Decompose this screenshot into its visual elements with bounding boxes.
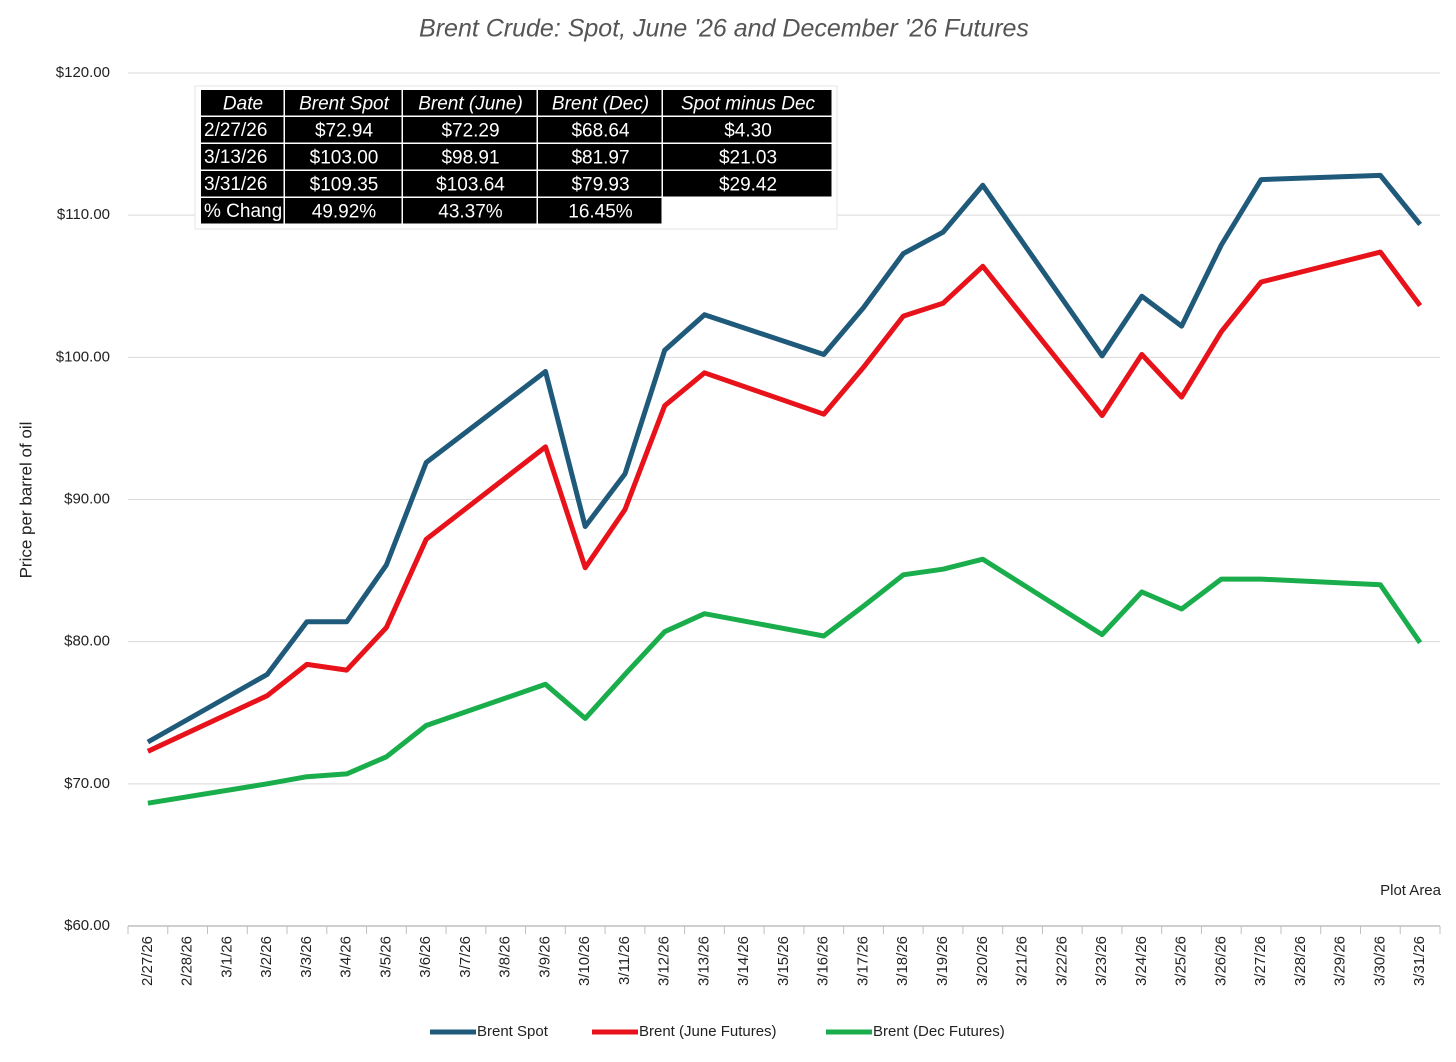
table-header-bg bbox=[403, 90, 537, 116]
x-tick-label: 3/24/26 bbox=[1133, 936, 1150, 986]
x-tick-label: 3/6/26 bbox=[417, 936, 434, 978]
table-header-bg bbox=[285, 90, 402, 116]
table-cell-bg bbox=[663, 117, 832, 143]
x-tick-label: 3/10/26 bbox=[576, 936, 593, 986]
table-cell-bg bbox=[403, 144, 537, 170]
table-cell: $103.00 bbox=[310, 148, 379, 169]
table-cell: $103.64 bbox=[436, 175, 505, 196]
table-cell: $79.93 bbox=[571, 175, 629, 196]
table-cell: 3/13/26 bbox=[204, 147, 267, 168]
x-tick-label: 3/28/26 bbox=[1292, 936, 1309, 986]
y-tick-label: $100.00 bbox=[56, 348, 110, 365]
table-cell: $98.91 bbox=[441, 148, 499, 169]
table-cell-bg bbox=[285, 198, 402, 224]
legend-label: Brent (June Futures) bbox=[639, 1023, 777, 1040]
x-tick-label: 3/5/26 bbox=[377, 936, 394, 978]
table-header-bg bbox=[538, 90, 662, 116]
x-tick-label: 3/19/26 bbox=[934, 936, 951, 986]
x-tick-label: 3/14/26 bbox=[735, 936, 752, 986]
x-tick-label: 3/26/26 bbox=[1212, 936, 1229, 986]
x-tick-label: 2/28/26 bbox=[179, 936, 196, 986]
x-tick-label: 3/11/26 bbox=[616, 936, 633, 985]
table-cell: 43.37% bbox=[438, 202, 503, 223]
series-line bbox=[147, 556, 1423, 806]
table-cell: $109.35 bbox=[310, 175, 379, 196]
x-tick-label: 3/17/26 bbox=[854, 936, 871, 986]
table-cell-bg bbox=[403, 198, 537, 224]
table-cell-bg bbox=[201, 117, 284, 143]
x-tick-label: 3/2/26 bbox=[258, 936, 275, 978]
x-tick-label: 3/16/26 bbox=[815, 936, 832, 986]
y-tick-label: $70.00 bbox=[64, 775, 110, 792]
table-cell-bg bbox=[663, 144, 832, 170]
table-header-bg bbox=[663, 90, 832, 116]
x-tick-label: 3/31/26 bbox=[1411, 936, 1428, 986]
y-tick-label: $90.00 bbox=[64, 490, 110, 507]
legend-label: Brent Spot bbox=[477, 1023, 549, 1040]
x-tick-label: 3/4/26 bbox=[338, 936, 355, 978]
table-cell-bg bbox=[201, 171, 284, 197]
x-tick-label: 3/8/26 bbox=[497, 936, 514, 978]
table-cell-bg bbox=[285, 117, 402, 143]
table-header-bg bbox=[201, 90, 284, 116]
table-cell: $81.97 bbox=[571, 148, 629, 169]
table-cell: $72.29 bbox=[441, 121, 499, 142]
table-cell-bg bbox=[403, 171, 537, 197]
series-line bbox=[146, 172, 1423, 745]
x-tick-label: 3/20/26 bbox=[974, 936, 991, 986]
x-tick-label: 3/22/26 bbox=[1053, 936, 1070, 986]
x-tick-label: 3/25/26 bbox=[1173, 936, 1190, 986]
table-header: Brent (Dec) bbox=[552, 94, 649, 115]
table-cell: 3/31/26 bbox=[204, 174, 267, 195]
x-tick-label: 3/21/26 bbox=[1014, 936, 1031, 986]
x-tick-label: 3/9/26 bbox=[536, 936, 553, 978]
table-cell-bg bbox=[538, 171, 662, 197]
table-cell: 2/27/26 bbox=[204, 120, 267, 141]
y-tick-label: $120.00 bbox=[56, 64, 110, 81]
table-cell-bg bbox=[663, 171, 832, 197]
table-cell: $72.94 bbox=[315, 121, 374, 142]
table-cell: $4.30 bbox=[724, 121, 772, 142]
x-tick-label: 3/23/26 bbox=[1093, 936, 1110, 986]
chart-title: Brent Crude: Spot, June '26 and December… bbox=[419, 15, 1029, 43]
table-cell-bg bbox=[538, 117, 662, 143]
y-tick-label: $60.00 bbox=[64, 917, 110, 934]
x-tick-label: 3/3/26 bbox=[298, 936, 315, 978]
x-tick-label: 3/18/26 bbox=[894, 936, 911, 986]
x-tick-label: 3/1/26 bbox=[218, 936, 235, 978]
table-cell-bg bbox=[285, 144, 402, 170]
x-tick-label: 3/27/26 bbox=[1252, 936, 1269, 986]
table-cell: % Chang bbox=[204, 201, 282, 222]
y-tick-label: $110.00 bbox=[57, 206, 110, 223]
table-cell: 49.92% bbox=[312, 202, 377, 223]
table-cell-bg bbox=[538, 144, 662, 170]
table-cell-bg bbox=[538, 198, 662, 224]
x-tick-label: 3/13/26 bbox=[695, 936, 712, 986]
x-tick-label: 2/27/26 bbox=[139, 936, 156, 986]
table-cell-bg bbox=[201, 198, 284, 224]
table-header: Brent Spot bbox=[299, 94, 389, 115]
table-cell: $21.03 bbox=[719, 148, 777, 169]
legend-label: Brent (Dec Futures) bbox=[873, 1023, 1005, 1040]
table-cell: $68.64 bbox=[571, 121, 630, 142]
x-tick-label: 3/29/26 bbox=[1332, 936, 1349, 986]
table-cell: 16.45% bbox=[568, 202, 633, 223]
x-tick-label: 3/7/26 bbox=[457, 936, 474, 978]
y-axis-title: Price per barrel of oil bbox=[16, 422, 35, 579]
table-header: Date bbox=[223, 94, 263, 115]
x-tick-label: 3/30/26 bbox=[1371, 936, 1388, 986]
annotation: Plot Area bbox=[1380, 882, 1442, 899]
series-line bbox=[146, 249, 1423, 754]
x-tick-label: 3/15/26 bbox=[775, 936, 792, 986]
table-header: Brent (June) bbox=[418, 94, 523, 115]
table-header: Spot minus Dec bbox=[681, 94, 816, 115]
table-cell-bg bbox=[403, 117, 537, 143]
x-tick-label: 3/12/26 bbox=[656, 936, 673, 986]
y-tick-label: $80.00 bbox=[64, 633, 110, 650]
table-cell-bg bbox=[201, 144, 284, 170]
table-cell: $29.42 bbox=[719, 175, 777, 196]
table-cell-bg bbox=[285, 171, 402, 197]
